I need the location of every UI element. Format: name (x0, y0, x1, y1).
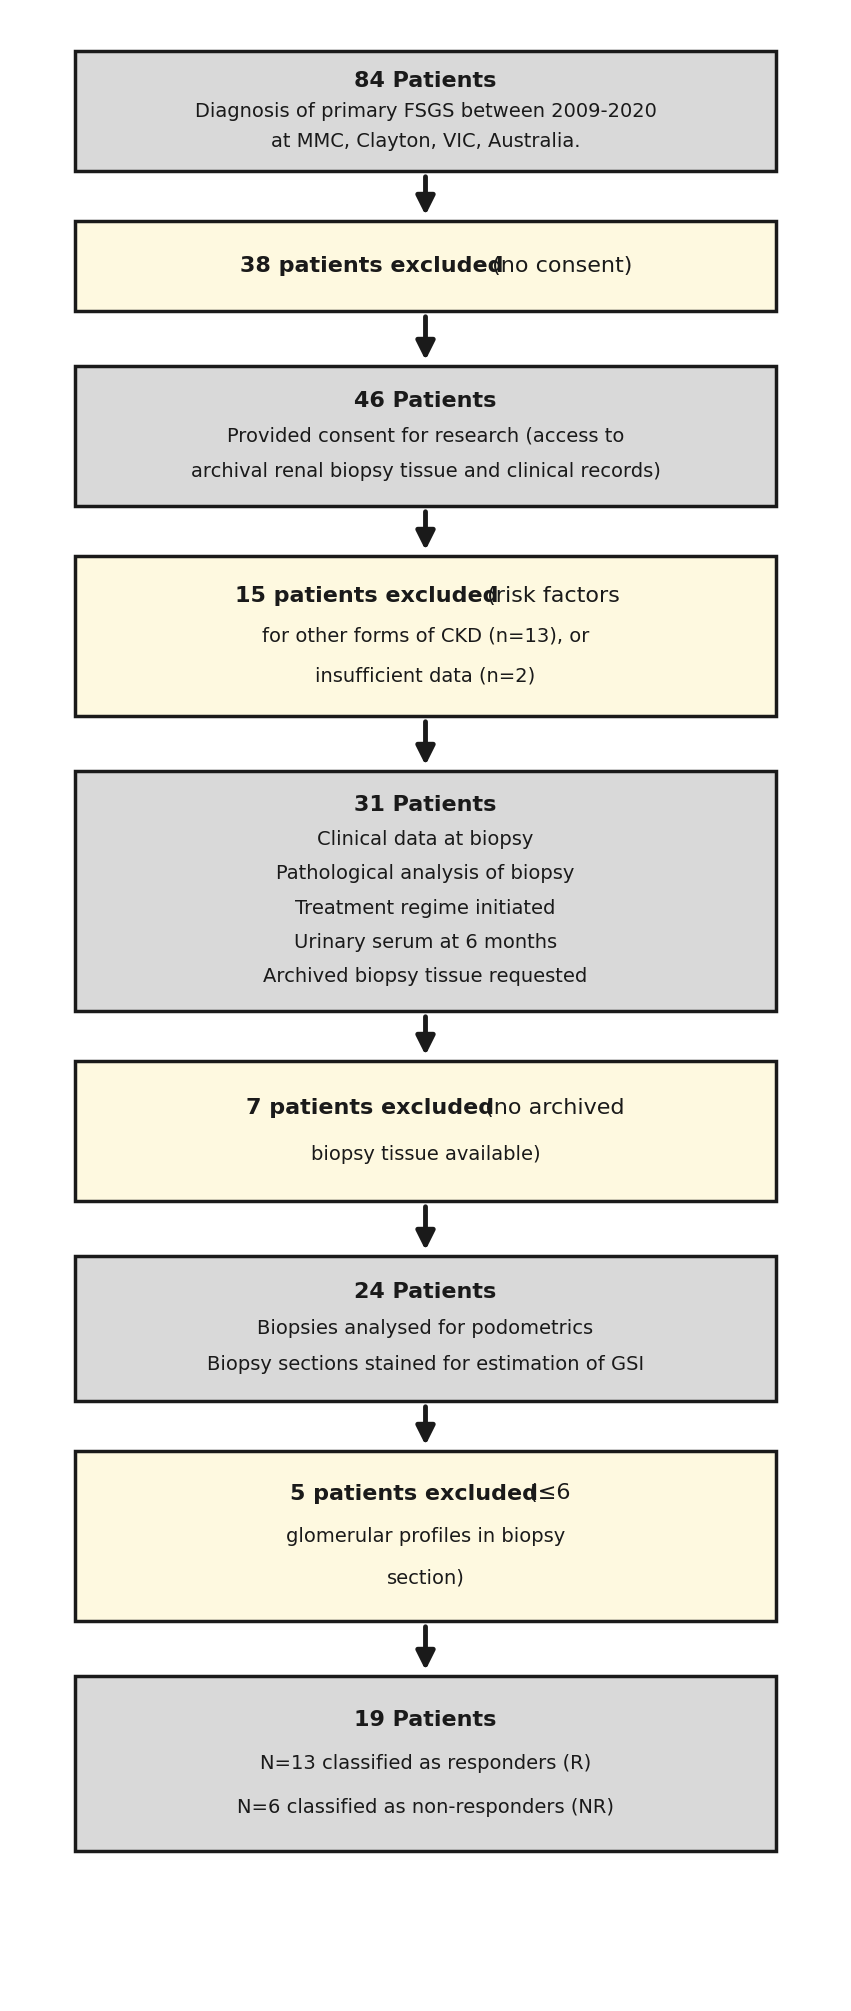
Text: 46 Patients: 46 Patients (354, 390, 497, 410)
Text: 31 Patients: 31 Patients (354, 794, 497, 814)
FancyBboxPatch shape (75, 770, 776, 1012)
Text: Urinary serum at 6 months: Urinary serum at 6 months (294, 933, 557, 951)
Text: (risk factors: (risk factors (480, 585, 620, 605)
Text: Pathological analysis of biopsy: Pathological analysis of biopsy (277, 865, 574, 883)
FancyBboxPatch shape (75, 555, 776, 716)
FancyBboxPatch shape (75, 366, 776, 507)
Text: N=13 classified as responders (R): N=13 classified as responders (R) (260, 1754, 591, 1774)
Text: (no archived: (no archived (478, 1098, 625, 1118)
Text: 84 Patients: 84 Patients (354, 70, 497, 90)
FancyBboxPatch shape (75, 1675, 776, 1850)
Text: archival renal biopsy tissue and clinical records): archival renal biopsy tissue and clinica… (191, 461, 660, 481)
Text: biopsy tissue available): biopsy tissue available) (311, 1144, 540, 1164)
Text: 24 Patients: 24 Patients (354, 1283, 497, 1303)
FancyBboxPatch shape (75, 50, 776, 171)
Text: Biopsies analysed for podometrics: Biopsies analysed for podometrics (258, 1319, 593, 1337)
Text: (≤6: (≤6 (523, 1484, 571, 1504)
Text: Provided consent for research (access to: Provided consent for research (access to (227, 426, 624, 446)
Text: 15 patients excluded: 15 patients excluded (235, 585, 499, 605)
Text: N=6 classified as non-responders (NR): N=6 classified as non-responders (NR) (237, 1798, 614, 1816)
Text: 5 patients excluded: 5 patients excluded (290, 1484, 538, 1504)
Text: Clinical data at biopsy: Clinical data at biopsy (317, 831, 534, 849)
Text: 7 patients excluded: 7 patients excluded (246, 1098, 494, 1118)
Text: Biopsy sections stained for estimation of GSI: Biopsy sections stained for estimation o… (207, 1355, 644, 1374)
Text: for other forms of CKD (n=13), or: for other forms of CKD (n=13), or (262, 627, 589, 646)
Text: glomerular profiles in biopsy: glomerular profiles in biopsy (286, 1526, 565, 1546)
Text: 19 Patients: 19 Patients (354, 1709, 497, 1729)
Text: at MMC, Clayton, VIC, Australia.: at MMC, Clayton, VIC, Australia. (271, 131, 580, 151)
Text: Archived biopsy tissue requested: Archived biopsy tissue requested (263, 967, 588, 985)
Text: Treatment regime initiated: Treatment regime initiated (295, 899, 556, 917)
Text: insufficient data (n=2): insufficient data (n=2) (316, 666, 535, 686)
Text: Diagnosis of primary FSGS between 2009-2020: Diagnosis of primary FSGS between 2009-2… (195, 101, 656, 121)
FancyBboxPatch shape (75, 221, 776, 312)
FancyBboxPatch shape (75, 1257, 776, 1402)
FancyBboxPatch shape (75, 1452, 776, 1621)
Text: 38 patients excluded: 38 patients excluded (240, 255, 504, 276)
Text: section): section) (386, 1569, 465, 1589)
Text: (no consent): (no consent) (484, 255, 632, 276)
FancyBboxPatch shape (75, 1062, 776, 1201)
